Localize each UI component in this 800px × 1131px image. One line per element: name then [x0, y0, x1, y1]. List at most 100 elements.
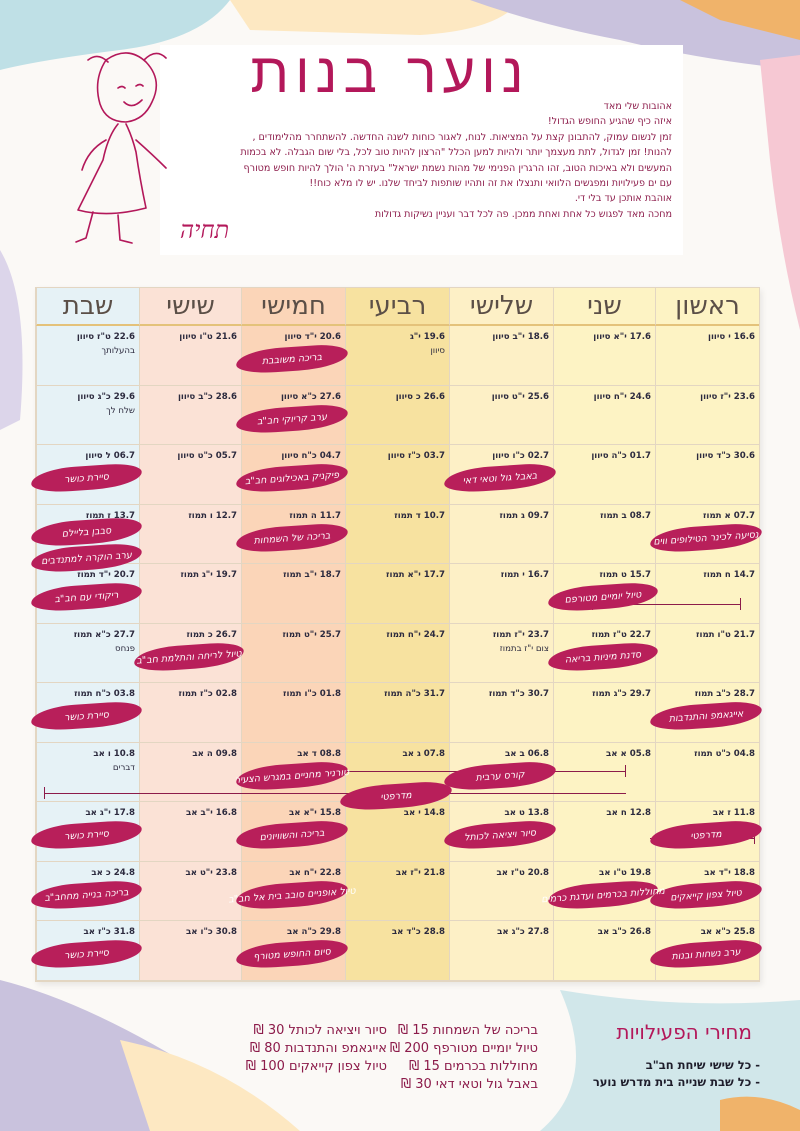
cell-date: 18.8 י"ד אב: [704, 867, 755, 878]
cell-note: סיוון: [430, 346, 445, 356]
cell-date: 03.7 כ"ז סיוון: [387, 451, 445, 461]
letter-line: אוהבת אותכן עד בלי די.: [574, 193, 672, 205]
day-cell: 17.7 י"א תמוז: [345, 564, 449, 624]
day-cell: 21.7 ט"ו תמוז: [655, 623, 759, 683]
cell-date: 16.6 י סיוון: [708, 332, 755, 342]
cell-date: 24.8 כ אב: [91, 867, 135, 878]
cell-date: 11.7 ה תמוז: [289, 510, 341, 521]
timeline-tick: [740, 598, 741, 610]
day-cell: 29.6 כ"ג סיוון שלח לך: [36, 385, 139, 445]
day-cell: 19.7 י"ג תמוז: [139, 564, 241, 624]
cell-note: צום י"ז בתמוז: [499, 643, 549, 654]
timeline-line: [270, 771, 625, 772]
cell-date: 28.8 כ"ד אב: [391, 927, 445, 937]
day-cell: 25.6 י"ט סיוון: [449, 385, 553, 445]
cell-date: 29.7 כ"ג תמוז: [592, 689, 651, 699]
day-cell: 28.6 כ"ב סיוון: [139, 385, 241, 445]
cell-date: 21.8 י"ז אב: [395, 867, 445, 878]
day-cell: 27.8 כ"ג אב: [449, 921, 553, 981]
price-item: בריכה של השמחות 15 ₪: [397, 1023, 538, 1038]
letter-line: עם ים פעילויות ומפגשים הלוואי ותנצלו את …: [309, 178, 672, 190]
cell-date: 24.7 י"ח תמוז: [386, 629, 445, 640]
cell-date: 27.8 כ"ג אב: [497, 927, 549, 937]
letter-line: מחכה מאד לפגוש כל אחת ואחת ממכן. פה לכל …: [374, 208, 672, 220]
cell-date: 19.7 י"ג תמוז: [180, 570, 237, 580]
cell-date: 18.7 י"ב תמוז: [283, 570, 341, 580]
cell-note: דברים: [112, 762, 135, 773]
cell-date: 06.8 ב אב: [505, 748, 549, 759]
day-cell: 26.6 כ סיוון: [345, 385, 449, 445]
cell-date: 30.6 כ"ד סיוון: [696, 451, 755, 461]
cell-date: 10.8 ו אב: [93, 748, 135, 759]
cell-date: 17.7 י"א תמוז: [386, 570, 445, 580]
day-cell: 09.7 ג תמוז: [449, 504, 553, 564]
price-item: טיול צפון קייאקים 100 ₪: [245, 1059, 387, 1074]
cell-date: 10.7 ד תמוז: [394, 510, 445, 521]
cell-date: 31.7 כ"ה תמוז: [384, 689, 445, 699]
cell-date: 14.8 י אב: [403, 808, 445, 818]
price-item: טיול יומיים מטורפף 200 ₪: [389, 1041, 538, 1056]
cell-date: 18.6 י"ב סיוון: [492, 332, 549, 342]
cell-date: 30.8 כ"ו אב: [186, 927, 237, 937]
day-header: רביעי: [345, 288, 449, 326]
day-cell: 30.6 כ"ד סיוון: [655, 445, 759, 505]
day-cell: 31.7 כ"ה תמוז: [345, 683, 449, 743]
cell-date: 24.6 י"ח סיוון: [593, 391, 651, 402]
cell-date: 12.8 ח אב: [606, 808, 651, 818]
cell-date: 22.6 ט"ז סיוון: [76, 332, 135, 342]
day-cell: 16.7 י תמוז: [449, 564, 553, 624]
cell-date: 27.6 כ"א סיוון: [280, 391, 341, 402]
day-cell: 03.7 כ"ז סיוון: [345, 445, 449, 505]
cell-date: 23.8 י"ט אב: [185, 867, 237, 878]
cell-date: 16.7 י תמוז: [500, 570, 549, 580]
day-cell: 21.8 י"ז אב: [345, 861, 449, 921]
cell-date: 28.7 כ"ב תמוז: [694, 689, 755, 699]
day-cell: 18.6 י"ב סיוון: [449, 326, 553, 386]
cell-date: 29.6 כ"ג סיוון: [77, 391, 135, 402]
cell-date: 25.6 י"ט סיוון: [491, 391, 549, 402]
cell-date: 09.8 ה אב: [192, 748, 237, 759]
timeline-tick: [44, 787, 45, 799]
cell-date: 23.6 י"ז סיוון: [700, 391, 755, 402]
prices-title: מחירי הפעילויות: [616, 1020, 752, 1044]
day-header: שבת: [36, 288, 139, 326]
cell-date: 13.7 ז תמוז: [85, 510, 135, 521]
letter-line: אהובות שלי מאד: [603, 101, 672, 112]
day-cell: 17.6 י"א סיוון: [553, 326, 655, 386]
cell-date: 04.7 כ"ח סיוון: [281, 451, 341, 461]
cell-date: 16.8 י"ב אב: [186, 808, 237, 818]
cell-date: 13.8 ט אב: [504, 808, 549, 818]
prices-notes: - כל שישי שיחת חב"ב - כל שבת שנייה בית מ…: [593, 1057, 760, 1091]
day-cell: 01.7 כ"ה סיוון: [553, 445, 655, 505]
cell-date: 15.8 י"א אב: [289, 808, 341, 818]
cell-date: 06.7 ל סיוון: [85, 451, 135, 461]
cell-date: 27.7 כ"א תמוז: [73, 629, 135, 640]
price-item: באבל גול וטאי דאי 30 ₪: [400, 1077, 538, 1092]
day-cell: 18.7 י"ב תמוז: [241, 564, 345, 624]
day-cell: 19.6 י"ג סיוון: [345, 326, 449, 386]
cell-date: 07.8 ג אב: [402, 748, 445, 759]
day-cell: 22.6 ט"ז סיוון בהעלותך: [36, 326, 139, 386]
cell-date: 15.7 ט תמוז: [599, 570, 651, 580]
timeline-tick: [625, 765, 626, 777]
day-cell: 10.7 ד תמוז: [345, 504, 449, 564]
day-header: חמישי: [241, 288, 345, 326]
girl-illustration: [75, 52, 167, 244]
cell-date: 07.7 א תמוז: [703, 510, 755, 521]
timeline-line: [44, 793, 626, 794]
cell-date: 21.7 ט"ו תמוז: [696, 629, 755, 640]
cell-date: 11.8 ז אב: [712, 808, 755, 818]
day-cell: 23.7 י"ז תמוז צום י"ז בתמוז: [449, 623, 553, 683]
day-cell: 26.8 כ"ב אב: [553, 921, 655, 981]
prices-note: - כל שבת שנייה בית מדרש נוער: [592, 1075, 760, 1089]
cell-date: 26.7 כ תמוז: [186, 629, 237, 640]
cell-date: 12.7 ו תמוז: [188, 510, 237, 521]
cell-date: 25.7 י"ט תמוז: [282, 629, 341, 640]
prices-column: סיור ויציאה לכותל 30 ₪ אייגאמפ והתנדבות …: [246, 1022, 387, 1076]
letter-line: איזה כיף שהגיע החופש הגדול!: [547, 116, 672, 128]
day-cell: 23.6 י"ז סיוון: [655, 385, 759, 445]
cell-date: 01.7 כ"ה סיוון: [591, 451, 651, 461]
cell-date: 23.7 י"ז תמוז: [492, 629, 549, 640]
prices-note: - כל שישי שיחת חב"ב: [645, 1058, 760, 1072]
